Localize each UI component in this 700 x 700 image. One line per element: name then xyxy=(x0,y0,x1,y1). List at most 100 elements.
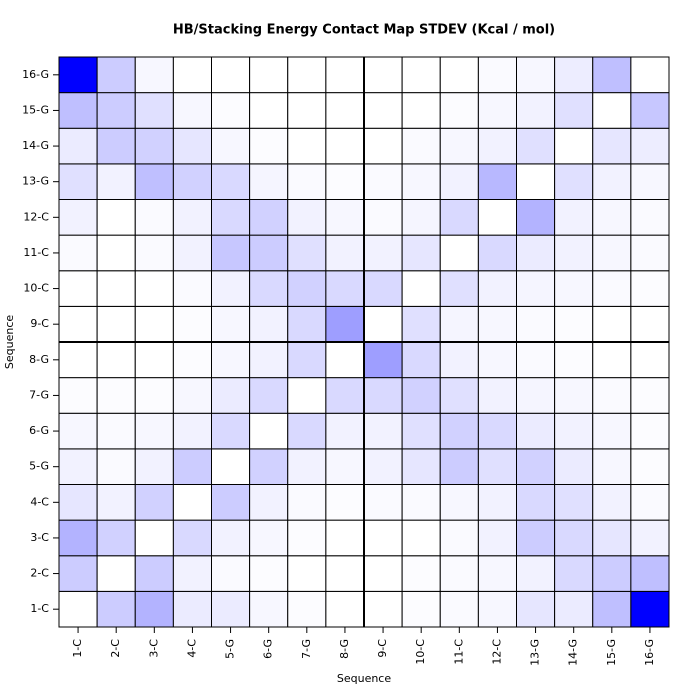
heatmap-cell xyxy=(211,234,251,272)
x-tick-label: 7-G xyxy=(300,639,313,659)
heatmap-cell xyxy=(58,377,98,414)
heatmap-cell xyxy=(96,590,136,628)
x-axis-label: Sequence xyxy=(337,672,391,685)
heatmap-cell xyxy=(172,305,212,343)
heatmap-cell xyxy=(363,519,403,557)
y-tick-label: 9-C xyxy=(30,317,49,330)
heatmap-cell xyxy=(172,448,212,485)
heatmap-cell xyxy=(96,519,136,557)
heatmap-cell xyxy=(516,519,556,557)
heatmap-cell xyxy=(172,270,212,307)
heatmap-cell xyxy=(211,163,251,200)
heatmap-cell xyxy=(211,56,251,94)
x-tick-label: 13-G xyxy=(529,639,542,666)
heatmap-cell xyxy=(134,199,174,236)
heatmap-cell xyxy=(287,519,327,557)
x-tick-label: 5-G xyxy=(224,639,237,659)
heatmap-cell xyxy=(249,519,289,557)
heatmap-cell xyxy=(96,163,136,200)
heatmap-cell xyxy=(249,56,289,94)
heatmap-cell xyxy=(249,341,289,379)
heatmap-cell xyxy=(363,484,403,521)
heatmap-cell xyxy=(249,92,289,129)
heatmap-cell xyxy=(516,234,556,272)
heatmap-cell xyxy=(630,234,670,272)
heatmap-cell xyxy=(134,519,174,557)
heatmap-cell xyxy=(58,56,98,94)
heatmap-cell xyxy=(96,448,136,485)
heatmap-cell xyxy=(516,56,556,94)
heatmap-cell xyxy=(134,412,174,450)
plot-border xyxy=(58,56,670,628)
heatmap-cell xyxy=(325,234,365,272)
heatmap-cell xyxy=(249,448,289,485)
heatmap-cell xyxy=(325,555,365,592)
heatmap-cell xyxy=(592,270,632,307)
heatmap-cell xyxy=(592,92,632,129)
heatmap-cell xyxy=(325,56,365,94)
heatmap-cell xyxy=(516,377,556,414)
heatmap-cell xyxy=(592,127,632,165)
y-tick-label: 8-G xyxy=(29,353,49,366)
heatmap-cell xyxy=(477,555,517,592)
heatmap-cell xyxy=(211,377,251,414)
heatmap-cell xyxy=(477,56,517,94)
heatmap-cell xyxy=(554,555,594,592)
heatmap-cell xyxy=(249,590,289,628)
heatmap-cell xyxy=(554,199,594,236)
heatmap-cell xyxy=(287,484,327,521)
heatmap-cell xyxy=(134,555,174,592)
heatmap-cell xyxy=(172,377,212,414)
heatmap-cell xyxy=(554,234,594,272)
heatmap-cell xyxy=(287,590,327,628)
heatmap-cell xyxy=(287,377,327,414)
heatmap-cell xyxy=(592,305,632,343)
heatmap-cell xyxy=(630,377,670,414)
heatmap-cell xyxy=(363,56,403,94)
heatmap-cell xyxy=(134,56,174,94)
heatmap-cell xyxy=(363,377,403,414)
heatmap-cell xyxy=(134,163,174,200)
heatmap-cell xyxy=(287,555,327,592)
heatmap-cell xyxy=(325,127,365,165)
heatmap-cell xyxy=(516,484,556,521)
heatmap-cell xyxy=(58,484,98,521)
x-tick-label: 4-C xyxy=(185,639,198,658)
heatmap-cell xyxy=(401,163,441,200)
heatmap-cell xyxy=(96,56,136,94)
x-tick-label: 8-G xyxy=(338,639,351,659)
heatmap-cell xyxy=(401,484,441,521)
heatmap-cell xyxy=(325,590,365,628)
heatmap-cell xyxy=(401,590,441,628)
heatmap-cell xyxy=(630,484,670,521)
y-tick-label: 11-C xyxy=(23,246,49,259)
heatmap-cell xyxy=(96,305,136,343)
heatmap-cell xyxy=(477,127,517,165)
heatmap-cell xyxy=(477,484,517,521)
y-tick-label: 7-G xyxy=(29,388,49,401)
heatmap-cell xyxy=(516,412,556,450)
x-tick-label: 3-C xyxy=(147,639,160,658)
heatmap-cell xyxy=(401,341,441,379)
heatmap-cell xyxy=(401,92,441,129)
heatmap-cell xyxy=(477,448,517,485)
y-tick-label: 14-G xyxy=(22,139,49,152)
heatmap-cell xyxy=(287,341,327,379)
heatmap-cell xyxy=(554,270,594,307)
x-tick-label: 16-G xyxy=(643,639,656,666)
heatmap-cell xyxy=(58,519,98,557)
heatmap-cell xyxy=(325,305,365,343)
heatmap-cell xyxy=(287,305,327,343)
heatmap-cell xyxy=(439,484,479,521)
heatmap-cell xyxy=(554,305,594,343)
heatmap-cell xyxy=(325,484,365,521)
heatmap-cell xyxy=(325,199,365,236)
heatmap-cell xyxy=(363,234,403,272)
heatmap-cell xyxy=(287,56,327,94)
heatmap-cell xyxy=(172,199,212,236)
heatmap-cell xyxy=(516,92,556,129)
heatmap-cell xyxy=(592,163,632,200)
x-tick-label: 2-C xyxy=(109,639,122,658)
heatmap-cell xyxy=(58,341,98,379)
heatmap-cell xyxy=(477,305,517,343)
